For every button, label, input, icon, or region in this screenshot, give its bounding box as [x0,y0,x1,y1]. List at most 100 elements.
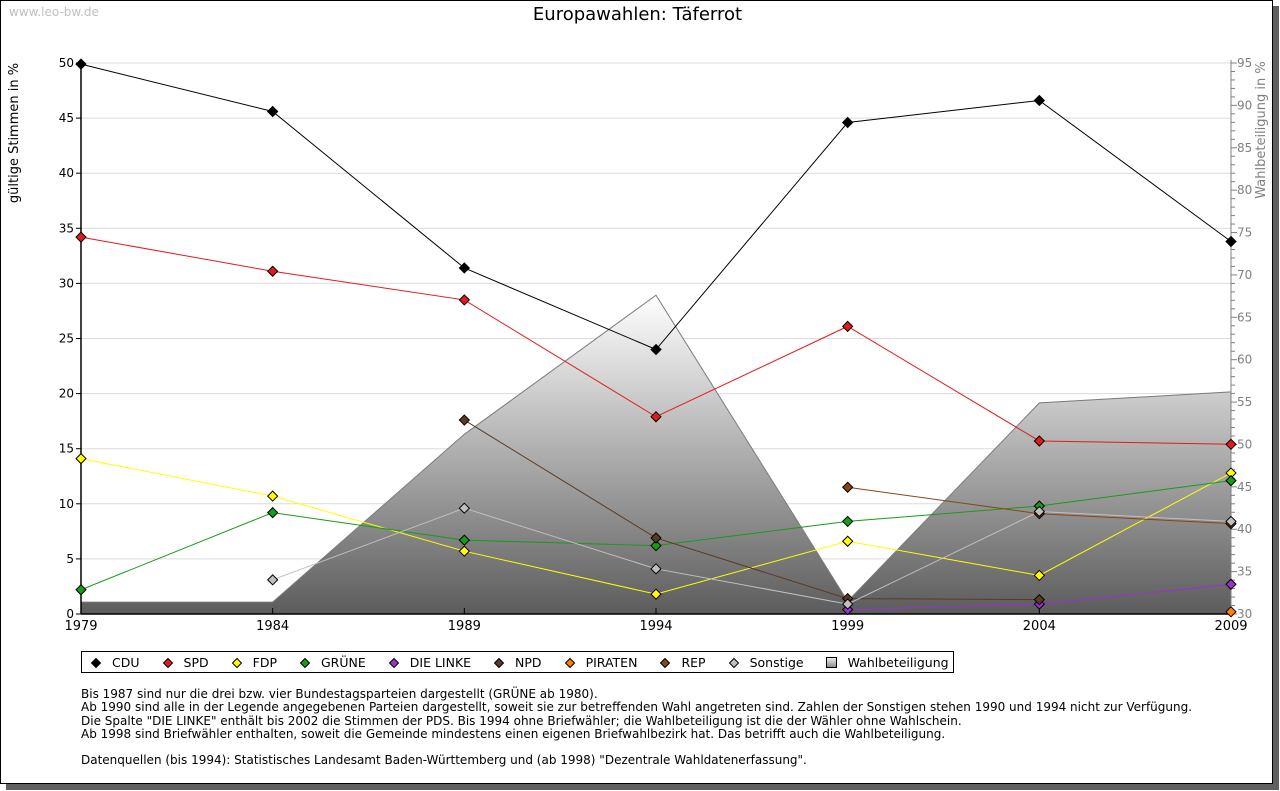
data-point-cdu [841,116,854,129]
legend-diamond-icon [564,657,575,669]
legend-diamond-icon [659,657,671,669]
y2-tick-label: 55 [1237,395,1252,409]
y2-tick-label: 90 [1237,98,1252,112]
series-line-npd [464,419,1040,601]
data-point-piraten [1225,606,1237,618]
data-point-cdu [266,105,279,118]
data-point-sonstige [458,502,471,514]
data-point-gruene [75,584,87,596]
data-point-sonstige [650,563,662,575]
legend-diamond-icon [388,657,399,669]
legend-label: REP [681,654,706,670]
y2-tick-label: 40 [1237,522,1252,536]
data-point-spd [1033,435,1046,447]
y-tick-label: 20 [59,387,74,401]
data-point-spd [841,320,854,333]
legend-item-piraten: PIRATEN [564,654,638,670]
y2-tick-label: 65 [1237,310,1252,324]
data-point-gruene [841,515,854,528]
note-line: Die Spalte "DIE LINKE" enthält bis 2002 … [81,713,962,728]
y-tick-label: 5 [66,552,74,566]
x-tick-label: 1989 [448,619,481,634]
note-line: Ab 1998 sind Briefwähler enthalten, sowe… [81,726,946,741]
y-tick-label: 50 [59,56,74,70]
data-point-sonstige [1225,515,1237,528]
y-tick-label: 30 [59,276,74,290]
y2-tick-label: 45 [1237,480,1252,494]
data-point-fdp [841,535,854,547]
legend-item-fdp: FDP [231,655,277,670]
data-point-sonstige [1033,505,1046,518]
watermark: www.leo-bw.de [9,5,99,19]
note-line: Ab 1990 sind alle in der Legende angegeb… [81,700,1193,715]
legend-label: GRÜNE [320,654,366,670]
legend-diamond-icon [90,657,102,669]
y2-tick-label: 80 [1237,183,1252,197]
legend-label: Wahlbeteiligung [847,654,949,670]
chart-svg: 0 5 10 15 20 25 30 35 40 45 50 30 35 40 45 50 55 60 65 70 75… [7,56,1269,634]
data-point-cdu [1225,235,1237,248]
wahlbeteiligung-area-fill [81,295,1231,614]
data-point-gruene [650,539,662,552]
data-point-fdp [1033,569,1046,582]
series-points [75,58,1237,618]
x-tick-label: 1994 [639,619,672,634]
data-point-sonstige [266,574,279,586]
y-tick-label: 0 [66,607,74,621]
y2-tick-label: 95 [1237,56,1252,70]
legend-item-die-linke: DIE LINKE [388,655,471,670]
y-tick-label: 10 [59,497,74,511]
data-point-cdu [650,343,662,356]
legend-label: NPD [515,654,542,670]
y-tick-label: 15 [59,442,74,456]
data-point-rep [841,481,854,493]
legend-label: FDP [252,654,277,670]
data-point-die-linke [1225,578,1237,590]
data-point-gruene [1225,474,1237,487]
y2-tick-label: 75 [1237,226,1252,240]
footnotes: Bis 1987 sind nur die drei bzw. vier Bun… [81,687,1193,768]
y-tick-label: 25 [59,332,74,346]
data-point-spd [650,411,662,423]
data-point-gruene [458,534,471,546]
data-source: Datenquellen (bis 1994): Statistisches L… [81,753,807,768]
legend-label: PIRATEN [585,654,638,670]
y-axis-label: gültige Stimmen in % [7,63,22,203]
data-point-spd [1225,438,1237,450]
data-point-fdp [266,490,279,502]
wahlbeteiligung-area [81,294,1232,614]
data-point-spd [266,265,279,277]
legend-item-gruene: GRÜNE [299,655,366,670]
x-tick-label: 1984 [256,619,289,634]
y-tick-label: 35 [59,221,74,235]
legend-label: SPD [183,654,209,670]
legend-diamond-icon [299,657,311,669]
series-line-sonstige [272,507,1232,605]
wahlbeteiligung-area-outline [81,294,1232,603]
legend-label: CDU [112,654,140,670]
x-tick-label: 2009 [1214,619,1247,634]
y-tick-label: 40 [59,166,74,180]
legend-item-sonstige: Sonstige [728,655,804,670]
data-point-fdp [458,545,471,557]
data-point-fdp [650,588,662,600]
y2-tick-label: 35 [1237,565,1252,579]
legend-diamond-icon [493,657,505,669]
chart-title: Europawahlen: Täferrot [532,4,743,25]
data-point-gruene [266,506,279,519]
legend-diamond-icon [162,657,173,669]
legend-item-wahlbeteiligung: Wahlbeteiligung [825,654,949,670]
data-point-npd [650,532,662,544]
legend-item-cdu: CDU [90,655,140,670]
data-point-npd [458,414,471,426]
legend-label: Sonstige [749,654,804,670]
x-tick-label: 1979 [64,619,97,634]
x-tick-label: 1999 [831,619,864,634]
data-point-spd [75,231,87,243]
data-point-cdu [75,58,87,70]
y2-tick-label: 70 [1237,268,1252,282]
legend-label: DIE LINKE [409,654,472,670]
legend-item-spd: SPD [162,655,209,670]
chart-legend: CDU SPD FDP GRÜNE DIE LINKE NPD PIRATEN REP Sons… [81,651,954,673]
y2-tick-label: 50 [1237,437,1252,451]
